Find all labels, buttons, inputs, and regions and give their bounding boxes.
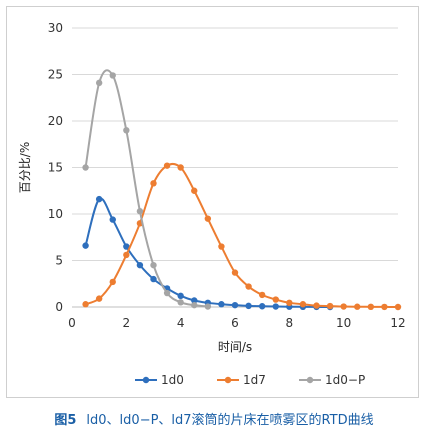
y-tick-label: 0 [55,300,63,314]
data-point [367,303,375,311]
data-point [123,243,130,250]
data-point [354,303,361,310]
data-point [109,72,116,79]
x-tick-label: 2 [123,316,131,330]
series-2 [82,69,212,310]
data-point [272,296,279,303]
data-point [95,79,103,87]
y-tick-label: 30 [48,21,63,35]
data-point [394,303,402,311]
data-point [340,303,347,310]
series-line [84,69,208,308]
series-line [84,197,331,308]
legend-item: 1d7 [217,373,266,387]
x-tick-label: 6 [231,316,239,330]
data-point [95,295,103,302]
figure-caption: 图5 ld0、ld0−P、ld7滚筒的片床在喷雾区的RTD曲线 [0,409,428,428]
data-point [191,187,198,194]
x-tick-label: 10 [336,316,351,330]
data-point [177,299,184,306]
legend-swatch-marker [306,376,314,384]
data-point [82,301,89,308]
data-point [82,164,89,171]
legend-swatch-marker [224,376,232,384]
data-point [109,216,116,223]
gridlines [72,27,398,261]
x-axis-title: 时间/s [218,340,252,354]
data-point [326,302,334,310]
data-point [123,127,130,134]
x-tick-label: 0 [68,316,76,330]
data-point [204,303,212,310]
data-point [218,243,225,250]
legend: 1d0 1d7 1d0−P [135,373,365,387]
data-point [258,303,266,310]
y-tick-label: 20 [48,114,63,128]
x-tick-label: 8 [286,316,294,330]
data-point [191,297,198,304]
data-point [191,301,198,309]
legend-label: 1d7 [243,373,266,387]
legend-swatch-marker [142,376,150,384]
data-point [313,302,320,309]
data-point [177,292,184,300]
data-point [231,301,239,309]
caption-text: ld0、ld0−P、ld7滚筒的片床在喷雾区的RTD曲线 [86,413,374,428]
chart-frame: 0 5 10 15 20 25 30 0 2 4 6 8 10 12 时间/s 百分比/% 1d0 1d7 1… [6,6,419,398]
data-point [163,289,171,297]
y-tick-label: 5 [55,254,63,268]
series-0 [82,195,334,311]
y-axis-title: 百分比/% [18,142,32,193]
data-point [204,215,212,222]
series-layer [82,69,402,311]
data-point [109,278,116,286]
series-line [85,162,399,308]
axes: 0 5 10 15 20 25 30 0 2 4 6 8 10 12 [48,21,406,330]
data-point [231,269,239,276]
series-1 [82,162,402,311]
data-point [299,301,307,308]
y-tick-label: 25 [48,68,63,82]
data-point [150,275,157,283]
figure-label: 图5 [54,413,77,428]
data-point [272,303,279,310]
data-point [245,283,252,290]
data-point [163,162,171,169]
data-point [123,251,130,259]
y-tick-label: 15 [48,161,63,175]
data-point [258,291,266,299]
data-point [150,261,157,269]
data-point [82,242,89,249]
x-tick-label: 12 [390,316,405,330]
data-point [95,195,103,203]
legend-item: 1d0−P [299,373,365,387]
data-point [136,208,144,215]
x-tick-label: 4 [177,316,185,330]
legend-label: 1d0−P [325,373,365,387]
data-point [245,302,252,310]
data-point [381,303,388,311]
legend-label: 1d0 [161,373,184,387]
data-point [136,261,144,269]
data-point [286,299,293,307]
data-point [177,164,184,171]
data-point [218,301,225,308]
data-point [150,180,157,187]
legend-item: 1d0 [135,373,184,387]
y-tick-label: 10 [48,207,63,221]
